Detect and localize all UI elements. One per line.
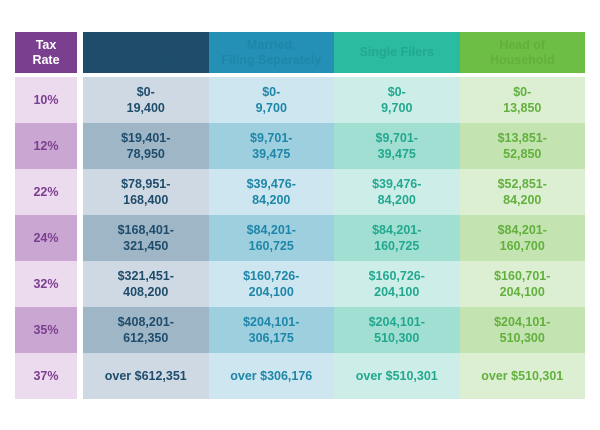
tax-bracket-table: Tax Rate 10% 12% 22% 24% 32% 35% 37% Mar… xyxy=(15,32,585,399)
rate-cell: 32% xyxy=(15,261,77,307)
mfs-cell: $0- 9,700 xyxy=(208,77,334,123)
mfs-cell: over $306,176 xyxy=(208,353,334,399)
hoh-cell: $84,201- 160,700 xyxy=(459,215,585,261)
hoh-cell: $13,851- 52,850 xyxy=(459,123,585,169)
hoh-cell: $0- 13,850 xyxy=(459,77,585,123)
rate-cell: 24% xyxy=(15,215,77,261)
header-tax-rate: Tax Rate xyxy=(15,32,77,73)
mfj-cell: over $612,351 xyxy=(83,353,209,399)
single-cell: $204,101- 510,300 xyxy=(334,307,460,353)
mfj-cell: $321,451- 408,200 xyxy=(83,261,209,307)
mfs-cell: $9,701- 39,475 xyxy=(208,123,334,169)
mfj-cell: $19,401- 78,950 xyxy=(83,123,209,169)
rate-cell: 10% xyxy=(15,77,77,123)
header-row: Married, Filing Jointly Married, Filing … xyxy=(83,32,585,73)
rate-cell: 12% xyxy=(15,123,77,169)
mfs-cell: $84,201- 160,725 xyxy=(208,215,334,261)
single-cell: $160,726- 204,100 xyxy=(334,261,460,307)
mfs-cell: $204,101- 306,175 xyxy=(208,307,334,353)
hoh-cell: $160,701- 204,100 xyxy=(459,261,585,307)
table-row: $78,951- 168,400 $39,476- 84,200 $39,476… xyxy=(83,169,585,215)
header-head-of-household: Head of Household xyxy=(459,32,585,73)
table-row: $19,401- 78,950 $9,701- 39,475 $9,701- 3… xyxy=(83,123,585,169)
hoh-cell: $52,851- 84,200 xyxy=(459,169,585,215)
rate-cell: 37% xyxy=(15,353,77,399)
table-row: $0- 19,400 $0- 9,700 $0- 9,700 $0- 13,85… xyxy=(83,77,585,123)
single-cell: $84,201- 160,725 xyxy=(334,215,460,261)
single-cell: $9,701- 39,475 xyxy=(334,123,460,169)
header-married-filing-jointly: Married, Filing Jointly xyxy=(83,32,209,73)
mfj-cell: $168,401- 321,450 xyxy=(83,215,209,261)
mfj-cell: $0- 19,400 xyxy=(83,77,209,123)
hoh-cell: $204,101- 510,300 xyxy=(459,307,585,353)
mfj-cell: $78,951- 168,400 xyxy=(83,169,209,215)
tax-rate-column: Tax Rate 10% 12% 22% 24% 32% 35% 37% xyxy=(15,32,77,399)
rate-cell: 22% xyxy=(15,169,77,215)
rate-cell: 35% xyxy=(15,307,77,353)
single-cell: $39,476- 84,200 xyxy=(334,169,460,215)
header-married-filing-separately: Married, Filing Separately xyxy=(208,32,334,73)
table-row: over $612,351 over $306,176 over $510,30… xyxy=(83,353,585,399)
table-row: $321,451- 408,200 $160,726- 204,100 $160… xyxy=(83,261,585,307)
table-row: $408,201- 612,350 $204,101- 306,175 $204… xyxy=(83,307,585,353)
mfs-cell: $39,476- 84,200 xyxy=(208,169,334,215)
hoh-cell: over $510,301 xyxy=(459,353,585,399)
header-single-filers: Single Filers xyxy=(334,32,460,73)
mfs-cell: $160,726- 204,100 xyxy=(208,261,334,307)
mfj-cell: $408,201- 612,350 xyxy=(83,307,209,353)
table-row: $168,401- 321,450 $84,201- 160,725 $84,2… xyxy=(83,215,585,261)
single-cell: over $510,301 xyxy=(334,353,460,399)
single-cell: $0- 9,700 xyxy=(334,77,460,123)
filing-status-columns: Married, Filing Jointly Married, Filing … xyxy=(83,32,585,399)
